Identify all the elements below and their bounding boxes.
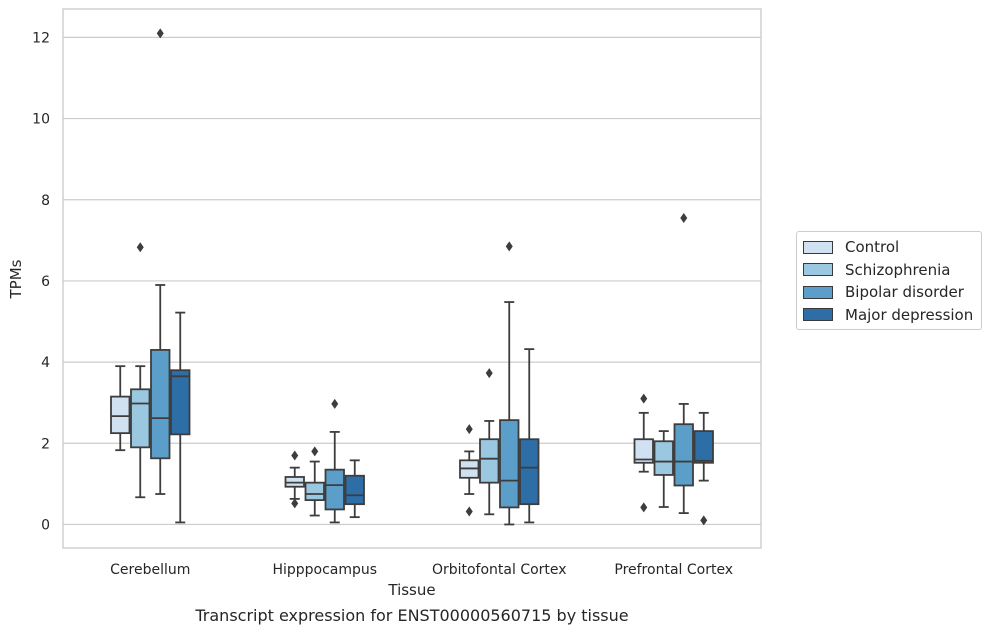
- legend-swatch: [803, 285, 833, 299]
- legend-label: Schizophrenia: [845, 260, 951, 279]
- x-tick-label: Hipppocampus: [272, 562, 377, 578]
- box-iqr: [633, 438, 654, 464]
- y-tick-label: 2: [41, 436, 50, 452]
- outlier-point: [485, 368, 493, 379]
- box-0-3: [170, 311, 191, 524]
- x-axis-title: Tissue: [387, 581, 435, 599]
- box-iqr: [304, 481, 325, 502]
- x-tick-label: Prefrontal Cortex: [614, 562, 733, 578]
- x-tick-label: Cerebellum: [110, 562, 190, 578]
- outlier-point: [700, 515, 708, 526]
- y-tick-label: 6: [41, 274, 50, 290]
- outlier-point: [640, 502, 648, 513]
- y-tick-label: 8: [41, 193, 50, 209]
- box-1-0: [284, 450, 305, 509]
- box-2-2: [499, 241, 520, 526]
- box-3-2: [673, 213, 694, 514]
- legend-swatch: [803, 263, 833, 277]
- box-iqr: [324, 468, 345, 511]
- legend-item: Control: [797, 236, 981, 259]
- box-0-0: [110, 365, 131, 452]
- y-axis-ticks: 0 2 4 6 8 10 12: [32, 30, 50, 533]
- y-tick-label: 12: [32, 30, 50, 46]
- legend: Control Schizophrenia Bipolar disorder Majo…: [796, 231, 982, 330]
- box-iqr: [344, 474, 365, 506]
- outlier-point: [680, 213, 688, 224]
- box-0-1: [130, 242, 151, 499]
- x-axis-ticks: Cerebellum Hipppocampus Orbitofontal Corte…: [110, 562, 733, 578]
- box-2-0: [459, 424, 480, 517]
- box-iqr: [653, 440, 674, 476]
- outlier-point: [640, 393, 648, 404]
- box-1-1: [304, 446, 325, 517]
- box-iqr: [673, 423, 694, 487]
- box-2-3: [519, 348, 540, 524]
- box-0-2: [150, 28, 171, 495]
- box-iqr: [499, 419, 520, 509]
- chart-caption: Transcript expression for ENST0000056071…: [195, 606, 629, 625]
- y-tick-label: 0: [41, 517, 50, 533]
- box-iqr: [693, 430, 714, 464]
- legend-label: Control: [845, 238, 900, 257]
- boxes: [110, 28, 714, 526]
- outlier-point: [291, 450, 299, 461]
- gridlines: [63, 36, 761, 526]
- box-iqr: [130, 388, 151, 449]
- plot-area-border: [62, 8, 762, 549]
- box-iqr: [519, 438, 540, 506]
- legend-item: Bipolar disorder: [797, 281, 981, 304]
- outlier-point: [136, 242, 144, 253]
- legend-label: Bipolar disorder: [845, 283, 964, 302]
- box-3-1: [653, 430, 674, 508]
- outlier-point: [291, 498, 299, 509]
- box-3-0: [633, 393, 654, 513]
- box-3-3: [693, 411, 714, 526]
- box-iqr: [150, 349, 171, 460]
- outlier-point: [465, 424, 473, 435]
- legend-item: Schizophrenia: [797, 259, 981, 282]
- box-iqr: [170, 369, 191, 436]
- x-tick-label: Orbitofontal Cortex: [432, 562, 567, 578]
- outlier-point: [331, 398, 339, 409]
- y-tick-label: 10: [32, 112, 50, 128]
- box-1-2: [324, 398, 345, 524]
- box-iqr: [110, 395, 131, 435]
- legend-label: Major depression: [845, 305, 974, 324]
- outlier-point: [505, 241, 513, 252]
- y-axis-title: TPMs: [7, 259, 25, 299]
- box-iqr: [479, 438, 500, 484]
- y-tick-label: 4: [41, 355, 50, 371]
- outlier-point: [311, 446, 319, 457]
- box-2-1: [479, 368, 500, 516]
- legend-swatch: [803, 240, 833, 254]
- box-1-3: [344, 459, 365, 519]
- outlier-point: [465, 506, 473, 517]
- legend-swatch: [803, 308, 833, 322]
- legend-item: Major depression: [797, 304, 981, 327]
- outlier-point: [156, 28, 164, 39]
